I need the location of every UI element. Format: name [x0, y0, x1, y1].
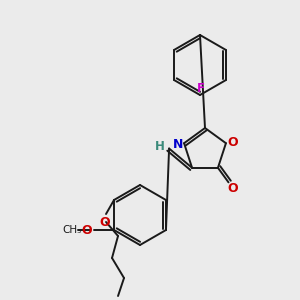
Text: O: O — [82, 224, 92, 236]
Text: F: F — [197, 82, 205, 94]
Text: H: H — [155, 140, 165, 153]
Text: O: O — [228, 136, 238, 149]
Text: CH₃: CH₃ — [62, 225, 82, 235]
Text: O: O — [100, 215, 110, 229]
Text: O: O — [227, 182, 238, 194]
Text: N: N — [173, 138, 183, 151]
